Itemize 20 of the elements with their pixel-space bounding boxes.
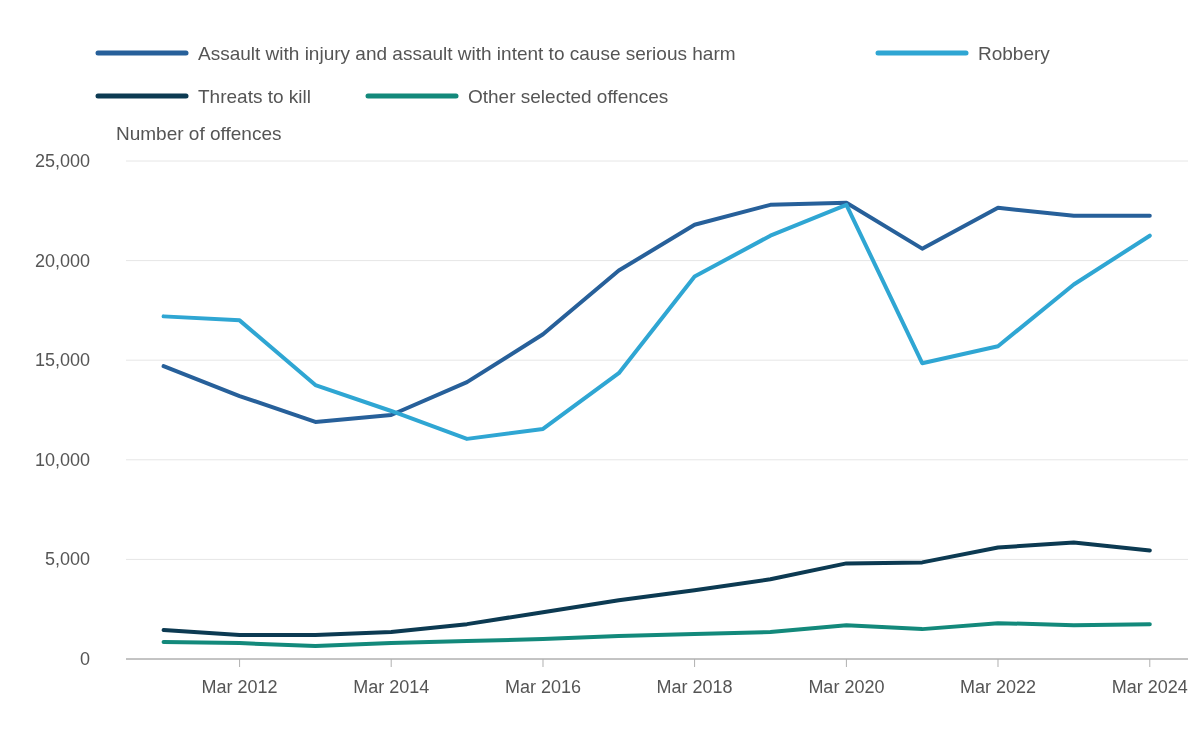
x-tick-label: Mar 2024 — [1111, 677, 1188, 697]
x-tick-label: Mar 2016 — [504, 677, 582, 697]
y-tick-label: 20,000 — [34, 250, 90, 271]
legend-label: Robbery — [978, 43, 1051, 64]
x-tick-label: Mar 2022 — [959, 677, 1037, 697]
y-tick-label: 15,000 — [34, 350, 90, 371]
y-tick-label: 0 — [79, 649, 90, 669]
legend-label: Other selected offences — [468, 86, 669, 107]
line-series — [161, 621, 1152, 649]
legend-label: Threats to kill — [198, 86, 311, 107]
x-tick-label: Mar 2012 — [201, 677, 278, 697]
x-tick-label: Mar 2020 — [808, 677, 885, 697]
x-tick-label: Mar 2018 — [656, 677, 733, 697]
line-series — [161, 540, 1152, 638]
y-tick-label: 25,000 — [34, 151, 90, 171]
x-tick-label: Mar 2014 — [353, 677, 430, 697]
y-axis-title: Number of offences — [116, 123, 282, 144]
y-tick-label: 5,000 — [44, 549, 90, 570]
legend-label: Assault with injury and assault with intent to cause serious harm — [198, 43, 736, 64]
y-tick-label: 10,000 — [34, 449, 90, 470]
